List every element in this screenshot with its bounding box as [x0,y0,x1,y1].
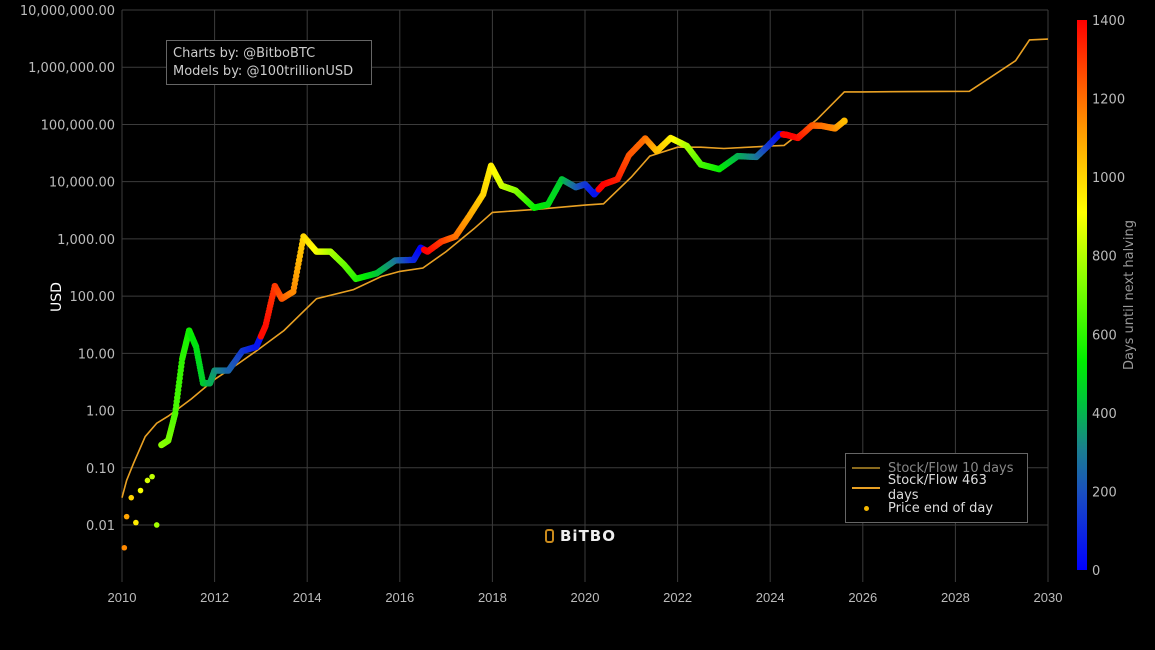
svg-text:0: 0 [1092,564,1100,579]
credit-charts: Charts by: @BitboBTC [173,46,316,61]
svg-text:100.00: 100.00 [70,290,116,305]
x-axis-ticks: 2010 2012 2014 2016 2018 2020 2022 2024 2026 2028… [108,590,1063,605]
s2f-463day-line [121,38,1049,498]
svg-text:2030: 2030 [1034,590,1063,605]
svg-text:2018: 2018 [478,590,507,605]
colorbar: 0 200 400 600 800 1000 1200 1400 Days until nex… [1077,14,1137,579]
legend-item-price[interactable]: Price end of day [852,498,1021,518]
legend-line-icon [852,487,880,489]
svg-text:200: 200 [1092,485,1117,500]
svg-text:10.00: 10.00 [78,347,115,362]
y-axis-ticks: 10,000,000.00 1,000,000.00 100,000.00 10,00… [20,4,115,534]
legend-label: Stock/Flow 463 days [887,473,987,503]
svg-text:10,000.00: 10,000.00 [49,176,115,191]
legend-line-icon [852,467,880,469]
credit-models: Models by: @100trillionUSD [173,64,354,79]
svg-text:2028: 2028 [941,590,970,605]
logo-text: BiTBO [560,527,616,545]
svg-text:2016: 2016 [385,590,414,605]
colorbar-title: Days until next halving [1122,220,1137,370]
bitbo-logo: BiTBO [545,527,616,545]
svg-text:2024: 2024 [756,590,785,605]
svg-text:2012: 2012 [200,590,229,605]
svg-text:2020: 2020 [571,590,600,605]
svg-text:0.01: 0.01 [86,519,115,534]
svg-text:1400: 1400 [1092,14,1125,29]
svg-text:0.10: 0.10 [86,462,115,477]
y-axis-label: USD [49,282,65,312]
colorbar-gradient [1077,20,1087,570]
svg-text:2022: 2022 [663,590,692,605]
legend-item-s2f-463[interactable]: Stock/Flow 463 days [852,473,1021,503]
svg-text:800: 800 [1092,250,1117,265]
grid-lines [121,9,1049,582]
legend-item-s2f-10[interactable]: Stock/Flow 10 days [852,458,1021,478]
svg-text:10,000,000.00: 10,000,000.00 [20,4,115,19]
svg-text:400: 400 [1092,407,1117,422]
svg-text:1200: 1200 [1092,93,1125,108]
bitbo-b-icon [545,529,554,543]
svg-text:2010: 2010 [108,590,137,605]
legend-dot-icon [863,505,869,511]
legend-label: Stock/Flow 10 days [888,460,1014,476]
svg-text:2014: 2014 [293,590,322,605]
legend: Stock/Flow 10 days Stock/Flow 463 days P… [845,453,1028,523]
credits-box: Charts by: @BitboBTC Models by: @100tril… [166,40,372,85]
price-scatter [121,117,848,551]
svg-text:1,000.00: 1,000.00 [57,233,115,248]
colorbar-ticks: 0 200 400 600 800 1000 1200 1400 [1092,14,1125,579]
svg-text:600: 600 [1092,328,1117,343]
svg-text:1,000,000.00: 1,000,000.00 [28,61,115,76]
svg-text:2026: 2026 [848,590,877,605]
svg-text:100,000.00: 100,000.00 [41,118,115,133]
svg-text:1000: 1000 [1092,171,1125,186]
legend-label: Price end of day [888,500,994,516]
svg-text:1.00: 1.00 [86,405,115,420]
